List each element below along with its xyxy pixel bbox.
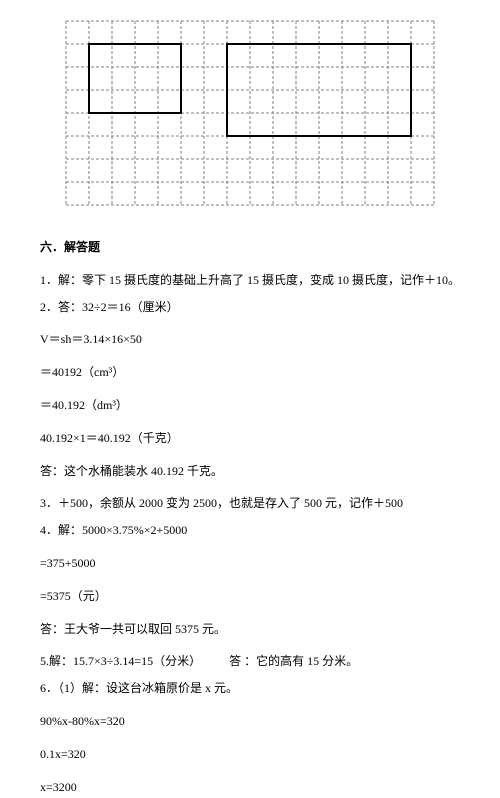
q6-step3: x=3200 [40, 776, 460, 798]
q4-step1: =375+5000 [40, 552, 460, 575]
q1-line: 1．解：零下 15 摄氏度的基础上升高了 15 摄氏度，变成 10 摄氏度，记作… [40, 269, 460, 292]
q5-solve: 5.解：15.7×3÷3.14=15（分米） [40, 650, 201, 673]
q2-step1: V＝sh＝3.14×16×50 [40, 328, 460, 351]
q2-line: 2．答：32÷2＝16（厘米） [40, 296, 460, 319]
section-title: 六．解答题 [40, 236, 460, 259]
grid-figure [40, 20, 460, 206]
q6-step2: 0.1x=320 [40, 743, 460, 766]
grid-svg [65, 20, 435, 206]
q4-step2: =5375（元） [40, 585, 460, 608]
q2-step2: ＝40192（cm³） [40, 361, 460, 384]
q2-step4: 40.192×1＝40.192（千克） [40, 427, 460, 450]
q2-step3: ＝40.192（dm³） [40, 394, 460, 417]
q5-answer: 答 ：它的高有 15 分米。 [229, 650, 358, 673]
q6-step1: 90%x-80%x=320 [40, 710, 460, 733]
q4-answer: 答：王大爷一共可以取回 5375 元。 [40, 618, 460, 641]
q4-line: 4．解：5000×3.75%×2+5000 [40, 519, 460, 542]
q2-answer: 答：这个水桶能装水 40.192 千克。 [40, 460, 460, 483]
q3-line: 3．＋500，余额从 2000 变为 2500，也就是存入了 500 元，记作＋… [40, 492, 460, 515]
q6-line: 6．（1）解：设这台冰箱原价是 x 元。 [40, 677, 460, 700]
